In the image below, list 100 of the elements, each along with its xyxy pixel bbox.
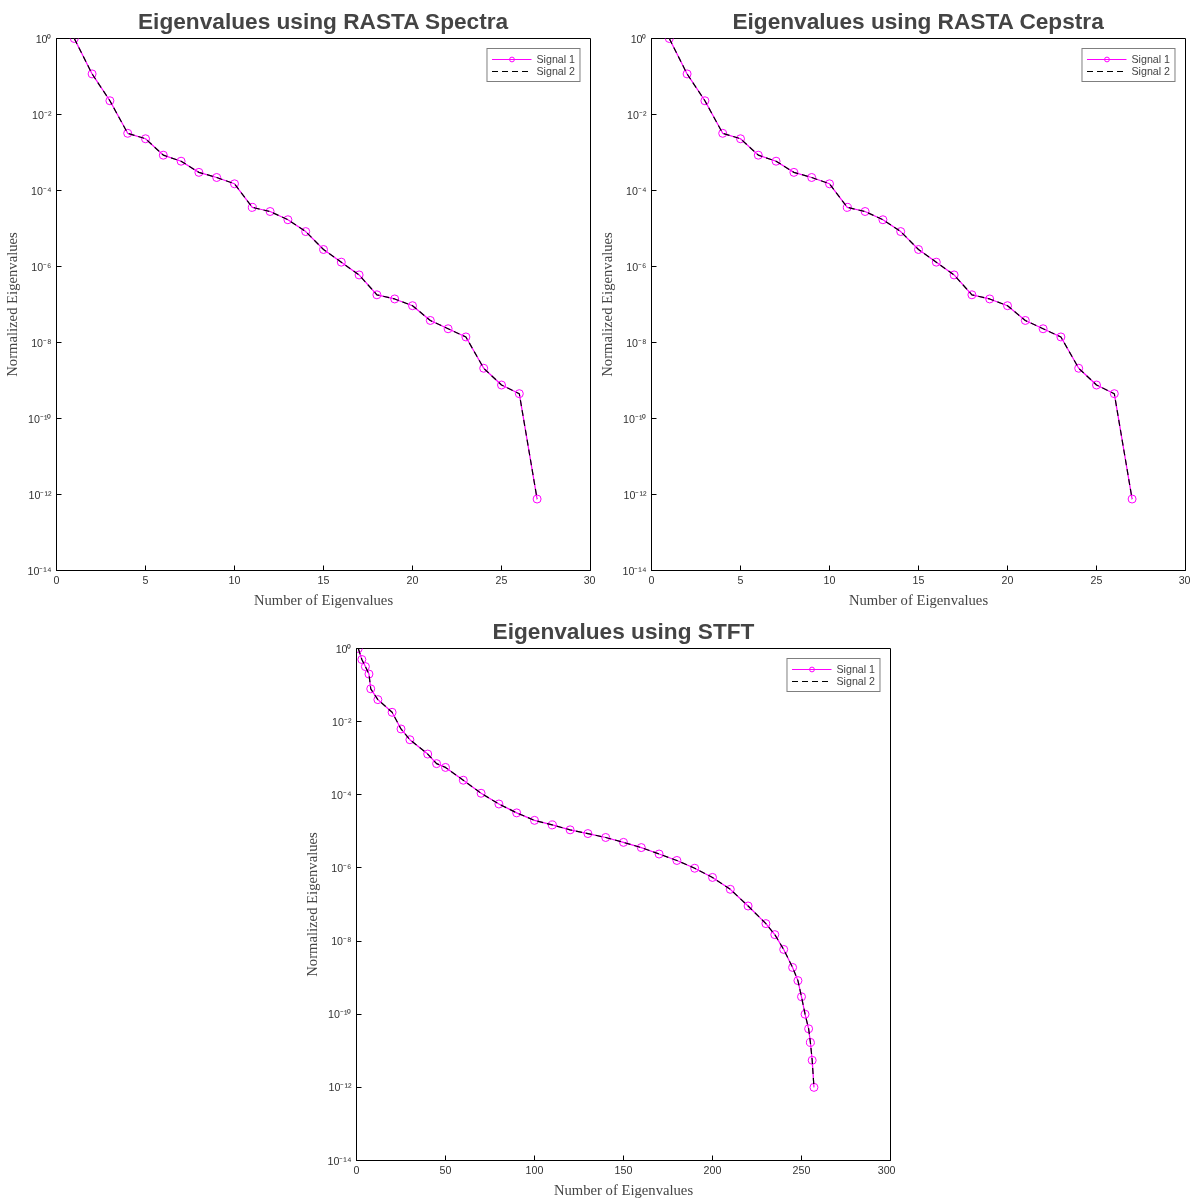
point [141, 134, 150, 144]
legend-label: Signal 1 [1131, 53, 1170, 65]
point [700, 96, 710, 106]
chart-title: Eigenvalues using RASTA Cepstra [732, 7, 1105, 34]
point [654, 849, 664, 859]
y-axis-title: Normalized Eigenvalues [303, 831, 320, 977]
point [797, 992, 806, 1002]
point [636, 843, 646, 853]
legend-label: Signal 2 [1131, 65, 1170, 77]
point [357, 655, 367, 664]
point [725, 884, 735, 894]
point [1109, 389, 1119, 399]
point [753, 150, 763, 160]
point [530, 815, 539, 825]
point [319, 245, 328, 254]
legend-label: Signal 2 [836, 675, 875, 687]
point [532, 494, 542, 504]
x-tick-label: 0 [648, 573, 655, 586]
point [373, 695, 383, 705]
point [718, 128, 728, 138]
point [123, 128, 133, 138]
legend-label: Signal 1 [536, 53, 575, 65]
x-axis-title: Number of Eigenvalues [848, 591, 989, 608]
y-tick-label: 10⁻⁸ [31, 336, 52, 349]
point [565, 825, 575, 835]
point [619, 837, 628, 847]
y-tick-label: 10⁻¹² [328, 1081, 352, 1094]
x-tick-label: 100 [525, 1163, 544, 1176]
y-tick-label: 10⁻⁶ [31, 260, 52, 273]
point [497, 380, 506, 390]
y-tick-label: 10⁰ [335, 642, 352, 655]
chart-title: Eigenvalues using STFT [492, 617, 755, 644]
x-tick-label: 20 [406, 573, 419, 586]
point [682, 69, 692, 79]
y-tick-label: 10⁰ [630, 32, 647, 45]
x-tick-label: 25 [1090, 573, 1103, 586]
point [547, 820, 557, 830]
point [708, 872, 717, 882]
x-tick-label: 25 [495, 573, 508, 586]
point [265, 207, 275, 216]
x-axis-title: Number of Eigenvalues [553, 1181, 694, 1198]
point [458, 775, 468, 785]
point [878, 215, 888, 225]
y-tick-label: 10⁻⁸ [626, 336, 647, 349]
point [514, 389, 524, 399]
y-tick-label: 10⁻¹⁴ [327, 1154, 352, 1167]
point [212, 173, 222, 182]
point [672, 855, 682, 865]
chart-title: Eigenvalues using RASTA Spectra [138, 7, 509, 34]
x-tick-label: 250 [792, 1163, 811, 1176]
point [800, 1009, 810, 1019]
point [443, 324, 453, 334]
point [804, 1024, 814, 1034]
point [807, 1055, 817, 1065]
y-tick-label: 10⁻¹⁰ [28, 412, 52, 425]
x-tick-label: 150 [614, 1163, 633, 1176]
point [194, 167, 204, 177]
point [432, 759, 442, 769]
y-tick-label: 10⁻² [627, 108, 647, 121]
point [1038, 324, 1048, 334]
point [770, 930, 780, 940]
point [1127, 494, 1137, 504]
point [601, 832, 611, 842]
x-tick-label: 15 [317, 573, 330, 586]
point [283, 215, 293, 225]
point [158, 150, 168, 160]
x-tick-label: 20 [1001, 573, 1014, 586]
point [736, 134, 745, 144]
point [512, 808, 522, 818]
point [441, 762, 450, 772]
point [176, 156, 186, 166]
y-axis-title: Normalized Eigenvalues [598, 231, 615, 377]
x-tick-label: 10 [228, 573, 241, 586]
point [1092, 380, 1101, 390]
point [789, 167, 799, 177]
y-tick-label: 10⁻⁸ [331, 935, 352, 948]
point [949, 270, 959, 280]
point [931, 257, 941, 267]
x-tick-label: 0 [53, 573, 60, 586]
x-tick-label: 30 [583, 573, 596, 586]
y-tick-label: 10⁻¹⁰ [623, 412, 647, 425]
point [985, 294, 995, 304]
point [366, 684, 376, 694]
point [423, 749, 433, 759]
x-axis-title: Number of Eigenvalues [253, 591, 394, 608]
y-tick-label: 10⁻¹² [28, 488, 52, 501]
point [1003, 301, 1012, 311]
x-tick-label: 300 [877, 1163, 896, 1176]
point [771, 156, 781, 166]
x-tick-label: 0 [353, 1163, 360, 1176]
legend-label: Signal 2 [536, 65, 575, 77]
point [842, 202, 852, 212]
point [779, 944, 789, 954]
y-tick-label: 10⁻⁶ [626, 260, 647, 273]
x-tick-label: 30 [1178, 573, 1191, 586]
point [405, 735, 415, 745]
point [807, 173, 817, 182]
point [479, 363, 489, 373]
point [1020, 315, 1030, 325]
point [408, 301, 417, 311]
